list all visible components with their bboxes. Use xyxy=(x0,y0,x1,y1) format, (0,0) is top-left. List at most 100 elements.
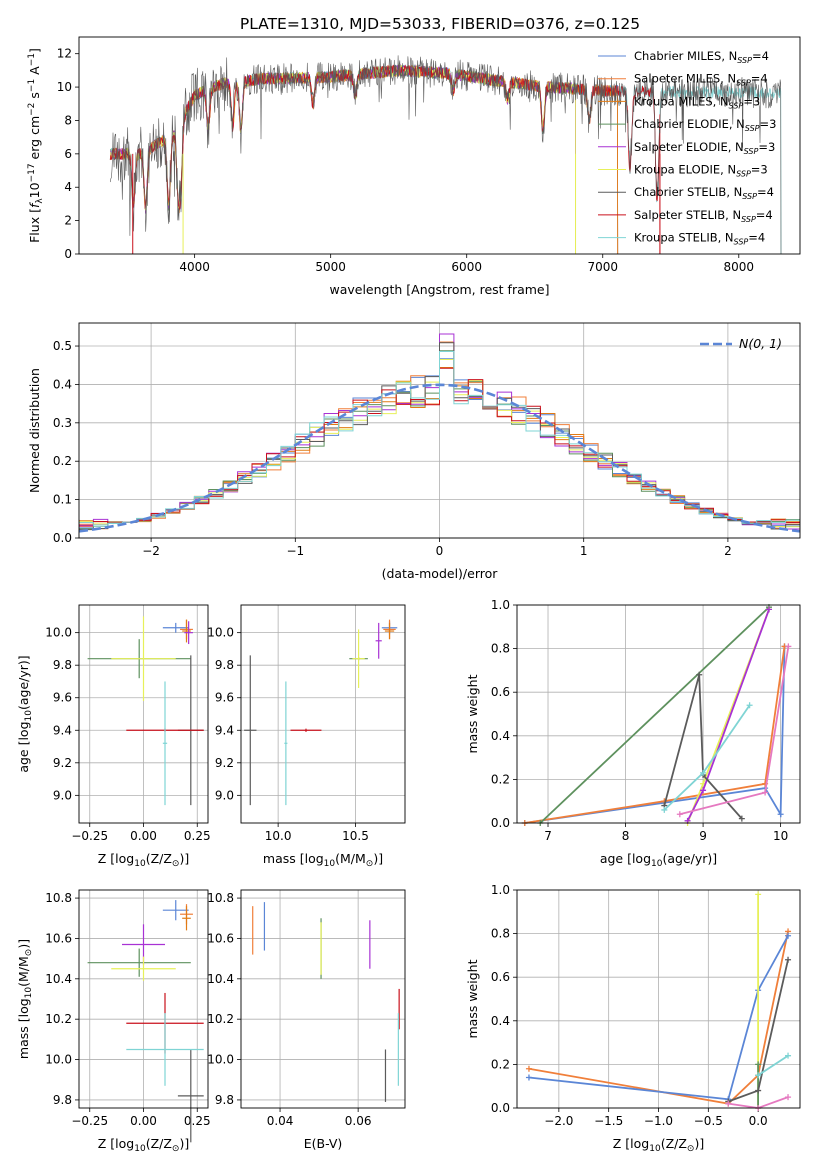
weight-series xyxy=(676,643,792,818)
y-tick-label: 0.5 xyxy=(53,339,72,353)
y-tick-label: 0.2 xyxy=(491,1057,510,1071)
weight-marker xyxy=(725,1100,732,1107)
y-tick-label: 0 xyxy=(64,247,72,261)
y-tick-label: 0.0 xyxy=(491,816,510,830)
spectrum-line-kroupa-miles xyxy=(110,64,619,254)
y-tick-label: 9.4 xyxy=(215,723,234,737)
y-tick-label: 0.4 xyxy=(491,729,510,743)
axes-frame xyxy=(78,322,801,539)
y-tick-label: 10.8 xyxy=(45,891,72,905)
y-tick-label: 9.2 xyxy=(215,756,234,770)
y-tick-label: 9.8 xyxy=(215,1093,234,1107)
weight-marker xyxy=(785,643,792,650)
y-tick-label: 0.0 xyxy=(53,531,72,545)
weight-marker xyxy=(785,1094,792,1101)
weight-marker xyxy=(661,806,668,813)
histogram-kroupa-stelib xyxy=(79,351,800,527)
error-point xyxy=(244,655,257,806)
y-tick-label: 6 xyxy=(64,147,72,161)
weight-marker xyxy=(746,702,753,709)
histogram-steps xyxy=(79,333,800,533)
spectrum-panel: 4000 5000 6000 7000 8000 0 2 4 6 8 10 12 wavelength … xyxy=(27,36,801,297)
x-axis-label: Z [log10(Z/Z⊙)] xyxy=(98,851,189,869)
weight-marker xyxy=(755,1061,762,1068)
y-tick-label: 10.6 xyxy=(45,931,72,945)
weight-marker xyxy=(777,811,784,818)
x-tick-label: 10.5 xyxy=(342,829,369,843)
error-point xyxy=(177,1049,204,1143)
y-tick-label: 0.4 xyxy=(53,377,72,391)
x-tick-label: 0.00 xyxy=(130,1114,157,1128)
error-point xyxy=(126,1013,204,1086)
weight-line xyxy=(757,1054,789,1077)
y-tick-label: 9.8 xyxy=(53,658,72,672)
legend-label: Kroupa ELODIE, NSSP=3 xyxy=(634,163,768,179)
y-axis-label: mass weight xyxy=(465,959,480,1038)
y-tick-label: 9.8 xyxy=(53,1093,72,1107)
error-point xyxy=(184,621,193,645)
weight-marker xyxy=(785,956,792,963)
x-axis-label: (data-model)/error xyxy=(382,566,499,581)
y-tick-label: 10.0 xyxy=(45,626,72,640)
y-tick-label: 1.0 xyxy=(491,598,510,612)
x-tick-label: 0.25 xyxy=(184,1114,211,1128)
x-tick-label: 2 xyxy=(724,544,732,558)
y-tick-label: 0.6 xyxy=(491,970,510,984)
y-tick-label: 0.1 xyxy=(53,493,72,507)
y-tick-label: 10.8 xyxy=(207,891,234,905)
gaussian-curve xyxy=(79,383,800,533)
y-axis-label: age [log10(age/yr)] xyxy=(16,655,34,772)
legend-label: Chabrier MILES, NSSP=4 xyxy=(634,49,769,65)
y-tick-label: 2 xyxy=(64,214,72,228)
x-tick-label: 0.00 xyxy=(130,829,157,843)
age_weight-plot-area xyxy=(521,604,792,826)
x-tick-label: 7 xyxy=(544,829,552,843)
error-point xyxy=(290,728,322,732)
y-axis-label: mass [log10(M/M⊙)] xyxy=(16,939,34,1059)
weight-marker xyxy=(755,1072,762,1079)
x-axis-label: age [log10(age/yr)] xyxy=(600,851,717,869)
y-tick-label: 9.6 xyxy=(215,691,234,705)
y-tick-label: 10.0 xyxy=(45,1053,72,1067)
Z_age-plot-area xyxy=(87,616,204,806)
y-tick-label: 0.8 xyxy=(491,642,510,656)
axes-frame xyxy=(240,604,406,824)
y-tick-label: 9.0 xyxy=(53,788,72,802)
y-tick-label: 4 xyxy=(64,180,72,194)
x-tick-label: −2 xyxy=(142,544,160,558)
ebv_mass-plot-area xyxy=(252,902,400,1102)
axes-frame xyxy=(78,889,209,1109)
x-tick-label: 8 xyxy=(622,829,630,843)
legend-label: Salpeter STELIB, NSSP=4 xyxy=(634,208,773,224)
y-tick-label: 10.0 xyxy=(207,1053,234,1067)
mass_age-panel: 10.0 10.5 9.0 9.2 9.4 9.6 9.8 10.0 mass [log10(M… xyxy=(207,604,406,869)
y-tick-label: 9.6 xyxy=(53,691,72,705)
legend: Chabrier MILES, NSSP=4 Salpeter MILES, NS… xyxy=(598,49,776,247)
weight-marker xyxy=(676,811,683,818)
error-point xyxy=(111,956,176,981)
x-tick-label: 0.06 xyxy=(345,1114,372,1128)
x-tick-label: −2.0 xyxy=(544,1114,573,1128)
y-tick-label: 0.2 xyxy=(491,772,510,786)
spectrum-line-chabrier-miles xyxy=(109,64,619,254)
error-point xyxy=(284,681,288,806)
axes-frame xyxy=(78,36,801,255)
x-axis-label: wavelength [Angstrom, rest frame] xyxy=(329,282,549,297)
error-point xyxy=(162,681,168,806)
weight-marker xyxy=(755,1087,762,1094)
weight-series xyxy=(521,643,788,826)
spectrum-plot-area xyxy=(109,55,782,254)
weight-marker xyxy=(700,787,707,794)
Z_mass-panel: −0.25 0.00 0.25 9.8 10.0 10.2 10.4 10.6 10.8 Z [l… xyxy=(16,889,211,1154)
weight-series xyxy=(521,643,788,826)
x-axis-label: mass [log10(M/M⊙)] xyxy=(263,851,383,869)
y-axis-label: Normed distribution xyxy=(27,368,42,493)
weight-line xyxy=(539,606,770,824)
weight-marker xyxy=(762,789,769,796)
y-tick-label: 0.8 xyxy=(491,927,510,941)
axes-frame xyxy=(516,889,801,1109)
y-tick-label: 0.0 xyxy=(491,1101,510,1115)
x-axis-label: E(B-V) xyxy=(304,1136,343,1151)
weight-marker xyxy=(525,1074,532,1081)
